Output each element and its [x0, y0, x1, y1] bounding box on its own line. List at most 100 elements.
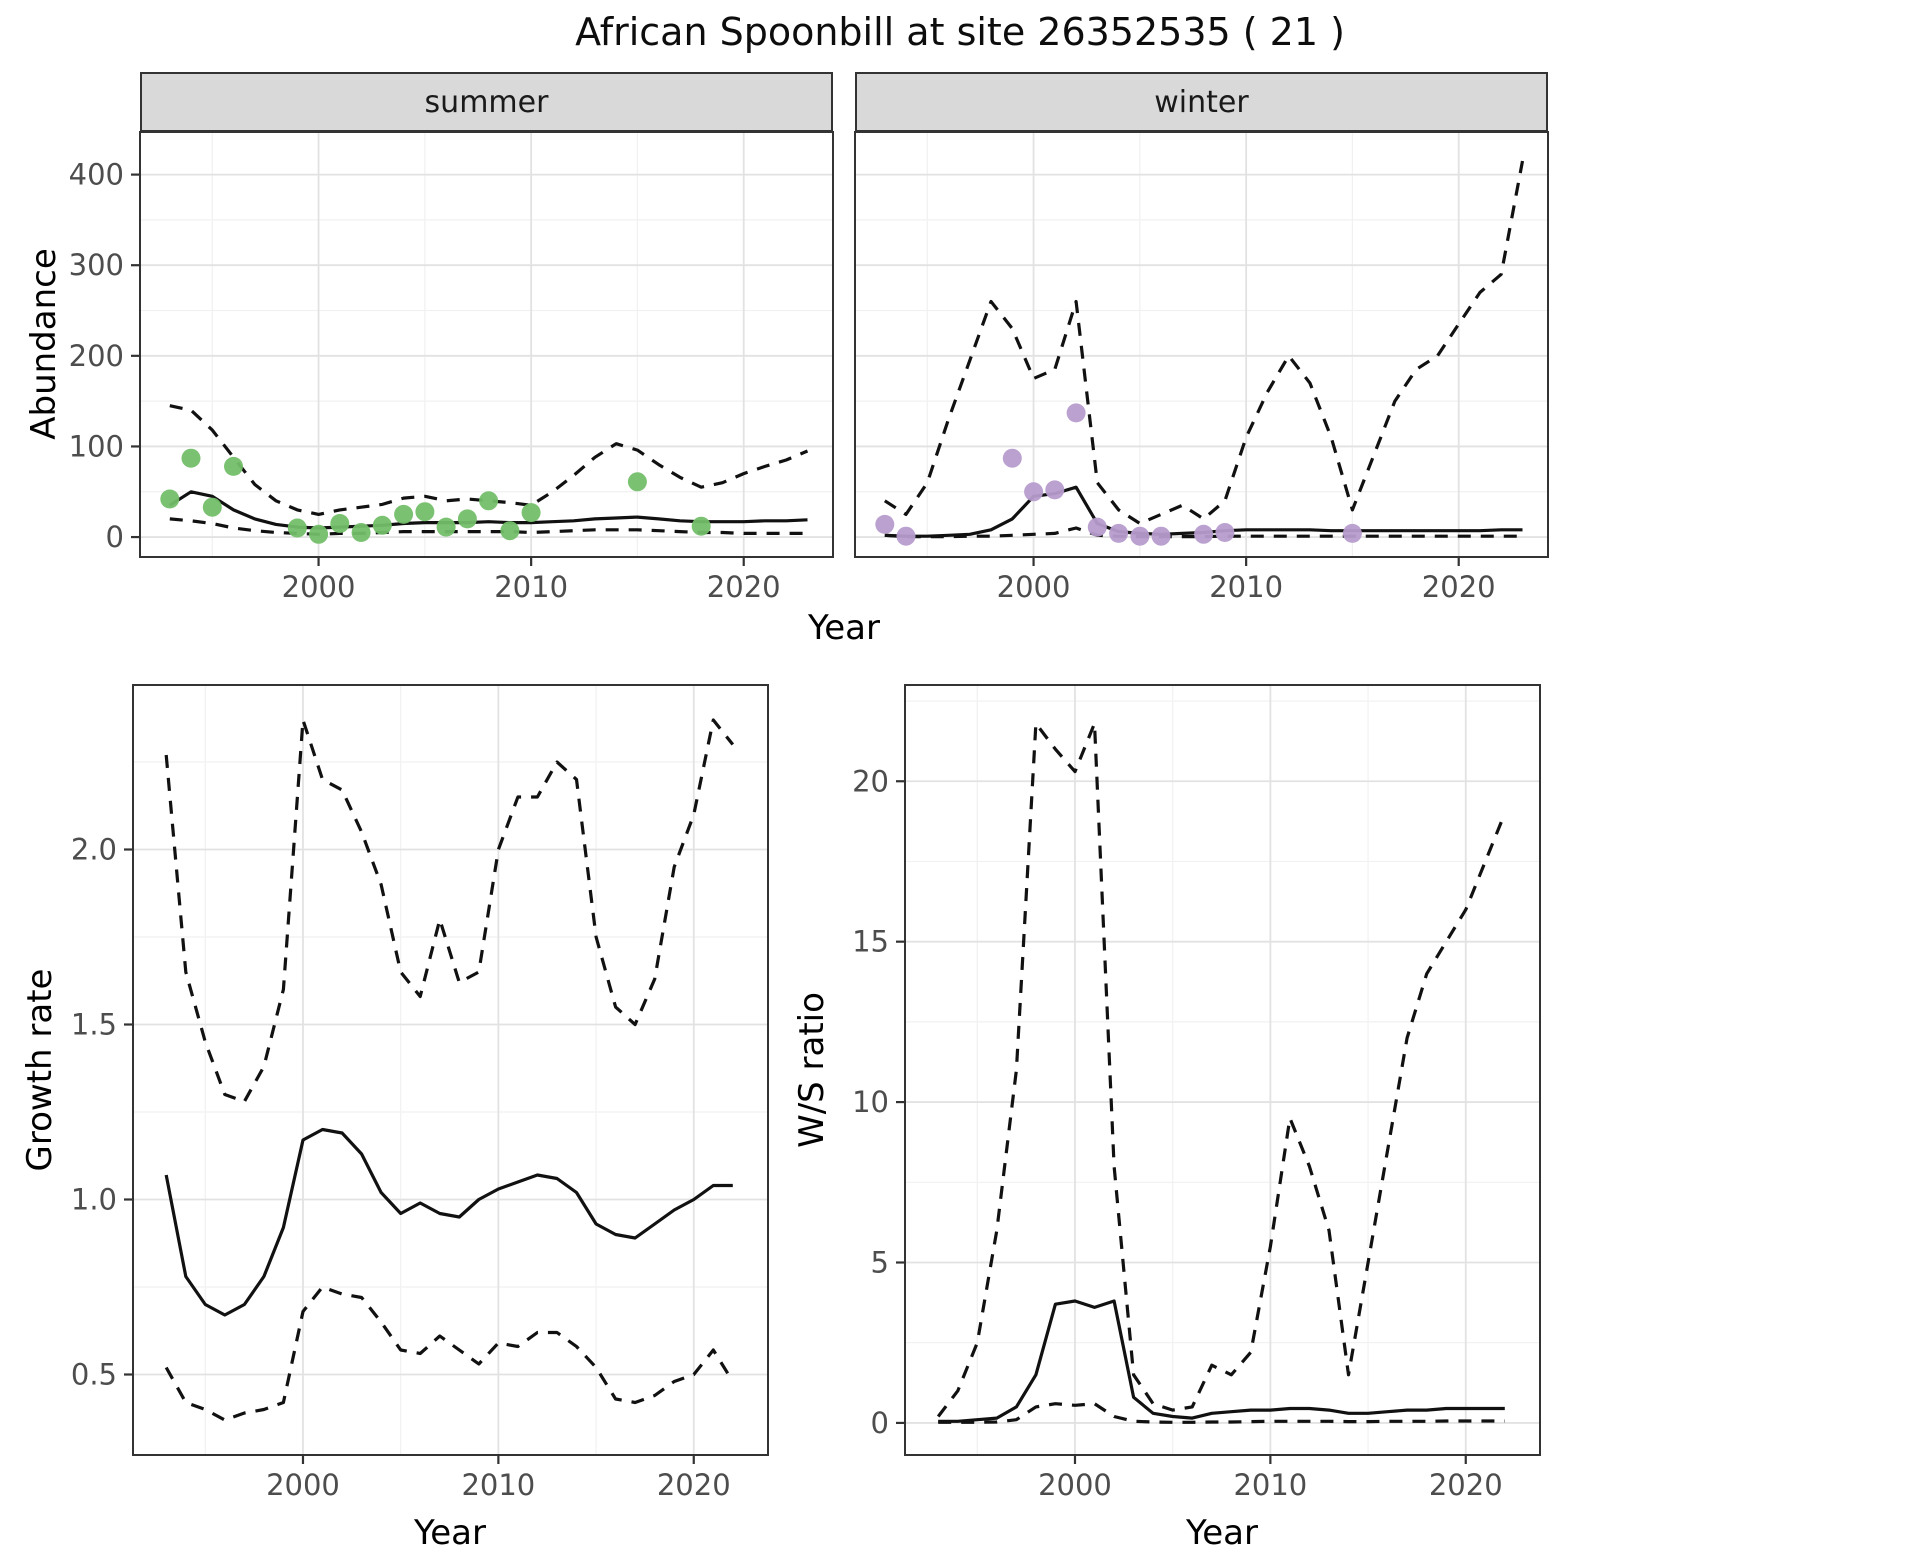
panel-background	[905, 685, 1540, 1455]
x-tick-label: 2010	[494, 570, 568, 604]
gridlines	[905, 685, 1540, 1455]
y-tick-label: 0	[106, 520, 124, 554]
data-point	[1215, 523, 1235, 542]
data-point	[1194, 524, 1214, 544]
facet-strip-winter: winter	[855, 72, 1548, 132]
y-tick-label: 300	[69, 248, 124, 282]
y-tick-label: 0.5	[71, 1358, 117, 1392]
x-tick-label: 2000	[1038, 1468, 1112, 1502]
data-point	[691, 516, 711, 536]
panel-border	[854, 131, 1549, 558]
data-point	[415, 502, 435, 522]
data-point	[287, 518, 307, 538]
data-point	[1130, 526, 1150, 546]
x-axis-title-year-growth: Year	[414, 1513, 486, 1553]
panel-ws-ratio: 2000 2010 2020 0 5 10 15 20	[852, 684, 1541, 1502]
chart-title: African Spoonbill at site 26352535 ( 21 …	[575, 10, 1345, 54]
panel-background	[133, 685, 768, 1455]
panel-border	[139, 131, 834, 558]
axes: 2000 2010 2020 0 5 10 15 20	[852, 764, 1503, 1502]
series-lower_ci	[884, 526, 1523, 539]
y-tick-label: 20	[852, 764, 889, 798]
x-tick-label: 2010	[1209, 570, 1283, 604]
data-point	[627, 472, 647, 492]
x-tick-label: 2020	[657, 1468, 731, 1502]
y-axis-title-growth-rate: Growth rate	[20, 968, 60, 1172]
x-tick-label: 2020	[707, 570, 781, 604]
y-axis-title-abundance: Abundance	[24, 248, 64, 440]
data-point	[500, 521, 520, 541]
data-point	[1087, 517, 1107, 537]
y-tick-label: 10	[852, 1085, 889, 1119]
y-tick-label: 0	[871, 1406, 889, 1440]
axes: 2000 2010 2020	[997, 557, 1496, 604]
data-point	[202, 497, 222, 517]
y-tick-label: 200	[69, 339, 124, 373]
x-tick-label: 2000	[266, 1468, 340, 1502]
data-point	[875, 514, 895, 534]
axes: 2000 2010 2020 0.5 1.0 1.5 2.0	[71, 833, 731, 1503]
x-axis-title-year-top: Year	[808, 608, 880, 648]
observations-summer	[160, 448, 711, 544]
data-point	[896, 526, 916, 546]
gridlines	[133, 685, 768, 1455]
series-lower_ci	[938, 1402, 1505, 1424]
series-fit	[938, 1299, 1505, 1423]
y-tick-label: 400	[69, 158, 124, 192]
panel-border	[132, 684, 769, 1456]
x-tick-label: 2020	[1422, 570, 1496, 604]
y-tick-label: 5	[871, 1246, 889, 1280]
series-upper_ci	[169, 404, 809, 516]
data-point	[1066, 403, 1086, 423]
data-point	[457, 509, 477, 529]
data-point	[521, 503, 541, 523]
y-tick-label: 1.5	[71, 1008, 117, 1042]
x-tick-label: 2000	[997, 570, 1071, 604]
data-point	[309, 524, 329, 544]
data-point	[1109, 523, 1129, 543]
facet-strip-summer: summer	[140, 72, 833, 132]
data-point	[224, 456, 243, 476]
series-upper_ci	[936, 721, 1507, 1418]
data-point	[160, 489, 180, 509]
y-tick-label: 1.0	[71, 1183, 117, 1217]
data-point	[394, 504, 414, 524]
y-tick-label: 2.0	[71, 833, 117, 867]
series-fit	[164, 1127, 733, 1317]
y-tick-label: 100	[69, 429, 124, 463]
y-tick-label: 15	[852, 925, 889, 959]
axes: 2000 2010 2020 0 100 200 300 400	[69, 158, 781, 604]
panel-border	[904, 684, 1541, 1456]
data-point	[1151, 526, 1171, 546]
series-lower_ci	[164, 1285, 735, 1422]
x-tick-label: 2000	[282, 570, 356, 604]
y-axis-title-ws-ratio: W/S ratio	[792, 992, 832, 1148]
gridlines	[140, 132, 833, 557]
data-point	[372, 515, 392, 535]
data-point	[479, 491, 499, 511]
data-point	[1024, 482, 1044, 502]
data-point	[1045, 480, 1065, 500]
series-lines	[164, 718, 735, 1422]
x-tick-label: 2010	[461, 1468, 535, 1502]
series-lines	[936, 721, 1507, 1424]
facet-strip-summer-label: summer	[424, 84, 549, 120]
data-point	[1342, 523, 1362, 543]
panel-background	[855, 132, 1548, 557]
panel-abundance-summer: 2000 2010 2020 0 100 200 300 400	[69, 131, 834, 604]
x-tick-label: 2010	[1233, 1468, 1307, 1502]
data-point	[1002, 448, 1022, 468]
panel-growth-rate: 2000 2010 2020 0.5 1.0 1.5 2.0	[71, 684, 769, 1503]
x-tick-label: 2020	[1429, 1468, 1503, 1502]
data-point	[351, 523, 371, 542]
data-point	[181, 448, 201, 468]
observations-winter	[875, 403, 1362, 546]
x-axis-title-year-ws: Year	[1186, 1513, 1258, 1553]
data-point	[330, 514, 350, 533]
data-point	[436, 517, 456, 537]
facet-strip-winter-label: winter	[1154, 84, 1249, 120]
panel-abundance-winter: 2000 2010 2020	[854, 131, 1549, 604]
series-upper_ci	[883, 160, 1525, 526]
